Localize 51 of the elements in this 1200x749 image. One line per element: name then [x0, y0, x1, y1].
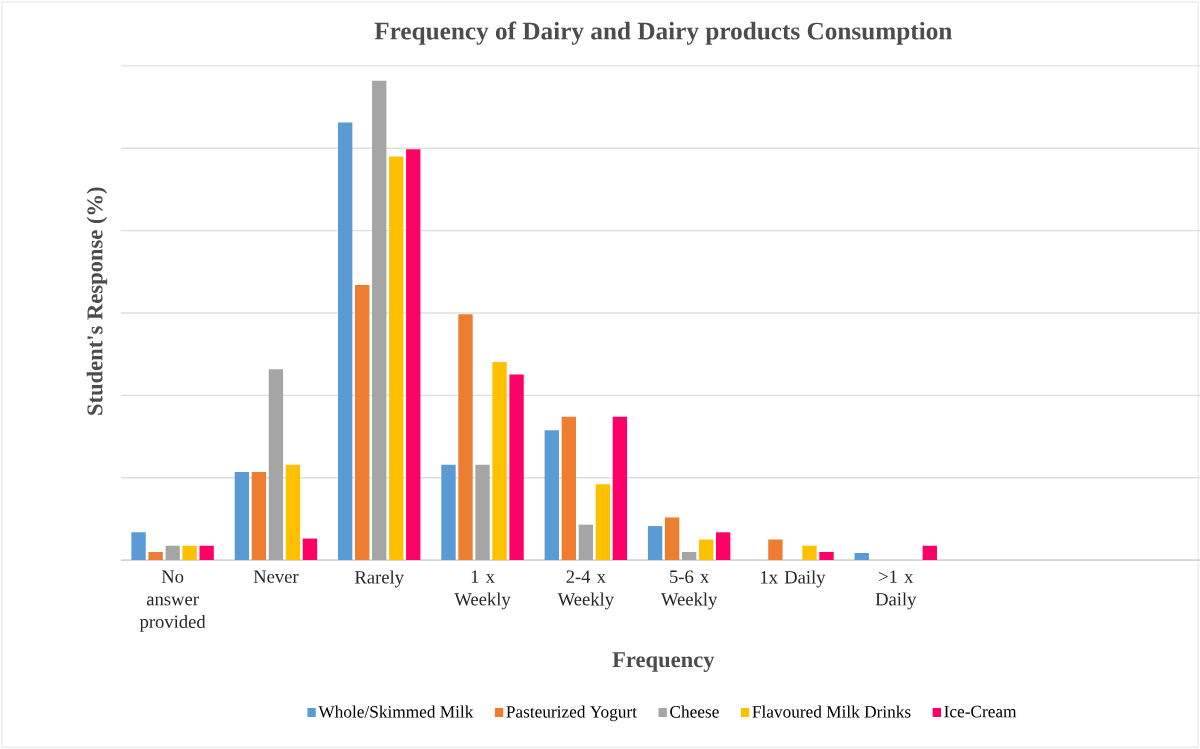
bar — [922, 545, 937, 561]
bar — [819, 551, 834, 561]
bar — [802, 545, 817, 561]
bar — [509, 374, 524, 561]
bar — [199, 545, 214, 561]
bar — [647, 526, 663, 561]
bar — [854, 552, 869, 561]
bar — [406, 149, 421, 561]
bar — [664, 517, 680, 561]
bar — [441, 464, 456, 561]
bar — [716, 532, 731, 561]
x-tick-label: 1 x Weekly — [454, 570, 511, 610]
bar — [268, 369, 284, 561]
bar — [698, 539, 714, 561]
x-tick-label: No answer provided — [139, 570, 206, 632]
y-axis-title: Student's Response (%) — [86, 187, 108, 415]
chart-title: Frequency of Dairy and Dairy products Consumption — [374, 21, 952, 45]
x-tick-label: >1 x Daily — [875, 570, 917, 610]
bar — [681, 551, 697, 561]
bar — [338, 122, 353, 561]
bar — [182, 545, 197, 561]
bar — [389, 156, 404, 561]
bar — [148, 551, 163, 561]
bar — [302, 538, 318, 561]
bar — [595, 484, 611, 561]
bar — [355, 284, 370, 561]
bar — [372, 80, 387, 561]
legend-label: Flavoured Milk Drinks — [752, 705, 911, 718]
legend-label: Pasteurized Yogurt — [506, 705, 637, 722]
x-tick-label: 1x Daily — [761, 570, 826, 588]
bar — [475, 464, 490, 561]
bar — [544, 430, 559, 561]
bar — [251, 471, 267, 561]
bar — [768, 539, 783, 561]
bar — [131, 532, 146, 561]
bar — [234, 471, 250, 561]
x-axis-title: Frequency — [612, 652, 715, 672]
x-tick-label: 2-4 x Weekly — [557, 570, 614, 610]
bar — [578, 524, 594, 561]
x-tick-label: Never — [253, 570, 299, 583]
bar — [612, 416, 628, 561]
bar — [285, 464, 301, 561]
legend-label: Cheese — [670, 705, 719, 718]
x-tick-label: 5-6 x Weekly — [660, 570, 718, 610]
bar — [492, 362, 507, 561]
bar — [165, 545, 180, 561]
x-tick-label: Rarely — [354, 570, 404, 588]
bar — [458, 314, 473, 561]
bar — [561, 416, 576, 561]
legend-label: Ice-Cream — [944, 705, 1017, 718]
legend-label: Whole/Skimmed Milk — [318, 705, 474, 718]
